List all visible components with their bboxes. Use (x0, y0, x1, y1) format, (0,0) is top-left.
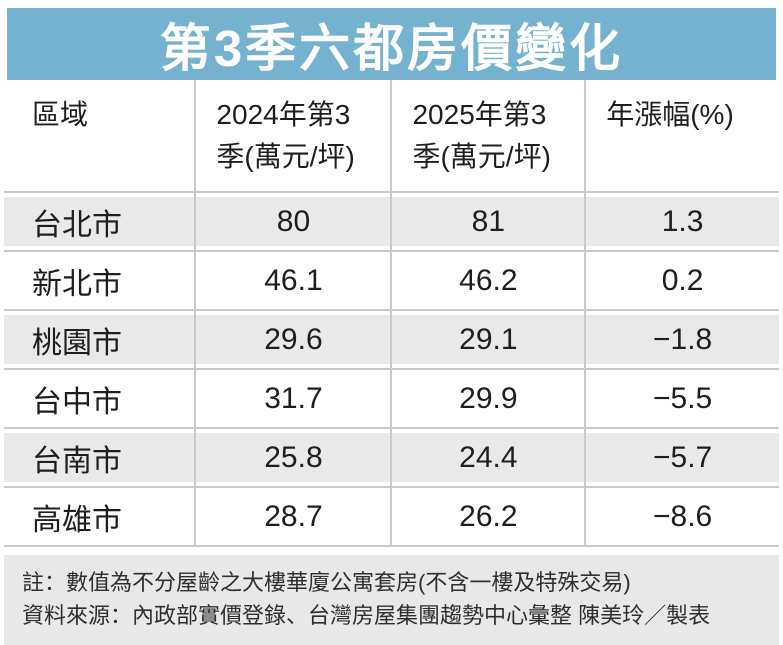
region-cell: 新北市 (4, 250, 196, 310)
price-2025-cell: 29.1 (390, 309, 586, 369)
yoy-cell: 0.2 (584, 250, 779, 310)
price-2025-cell: 81 (390, 191, 586, 251)
page-title: 第3季六都房價變化 (159, 20, 624, 77)
yoy-cell: 1.3 (584, 191, 779, 251)
price-2024-cell: 25.8 (194, 427, 392, 487)
price-2024-cell: 28.7 (194, 486, 392, 547)
price-2024-cell: 31.7 (194, 368, 392, 428)
col-header-2024q3: 2024年第3 季(萬元/坪) (194, 80, 392, 192)
col-header-2025q3: 2025年第3 季(萬元/坪) (390, 80, 586, 192)
price-2024-cell: 46.1 (194, 250, 392, 310)
region-cell: 桃園市 (4, 309, 196, 369)
region-cell: 台北市 (4, 191, 196, 251)
table-row-taipei: 台北市 80 81 1.3 (4, 191, 779, 251)
title-bar: 第3季六都房價變化 (7, 8, 776, 80)
price-2025-cell: 29.9 (390, 368, 586, 428)
source-line: 資料來源：內政部實價登錄、台灣房屋集團趨勢中心彙整 陳美玲／製表 (22, 603, 711, 628)
col-header-region: 區域 (4, 80, 196, 192)
col-header-yoy: 年漲幅(%) (584, 80, 779, 192)
table-row-taichung: 台中市 31.7 29.9 −5.5 (4, 368, 779, 428)
table-row-kaohsiung: 高雄市 28.7 26.2 −8.6 (4, 486, 779, 547)
note-line: 註：數值為不分屋齡之大樓華廈公寓套房(不含一樓及特殊交易) (22, 570, 631, 595)
table-row-newtaipei: 新北市 46.1 46.2 0.2 (4, 250, 779, 310)
price-2024-cell: 80 (194, 191, 392, 251)
footnotes: 註：數值為不分屋齡之大樓華廈公寓套房(不含一樓及特殊交易) 資料來源：內政部實價… (4, 555, 779, 645)
price-2025-cell: 26.2 (390, 486, 586, 547)
header-row: 區域 2024年第3 季(萬元/坪) 2025年第3 季(萬元/坪) 年漲幅(%… (4, 80, 779, 192)
price-2025-cell: 46.2 (390, 250, 586, 310)
yoy-cell: −5.7 (584, 427, 779, 487)
table-row-tainan: 台南市 25.8 24.4 −5.7 (4, 427, 779, 487)
price-2025-cell: 24.4 (390, 427, 586, 487)
price-table: 區域 2024年第3 季(萬元/坪) 2025年第3 季(萬元/坪) 年漲幅(%… (4, 80, 779, 547)
yoy-cell: −8.6 (584, 486, 779, 547)
yoy-cell: −5.5 (584, 368, 779, 428)
region-cell: 台中市 (4, 368, 196, 428)
table-row-taoyuan: 桃園市 29.6 29.1 −1.8 (4, 309, 779, 369)
region-cell: 高雄市 (4, 486, 196, 547)
region-cell: 台南市 (4, 427, 196, 487)
yoy-cell: −1.8 (584, 309, 779, 369)
price-2024-cell: 29.6 (194, 309, 392, 369)
